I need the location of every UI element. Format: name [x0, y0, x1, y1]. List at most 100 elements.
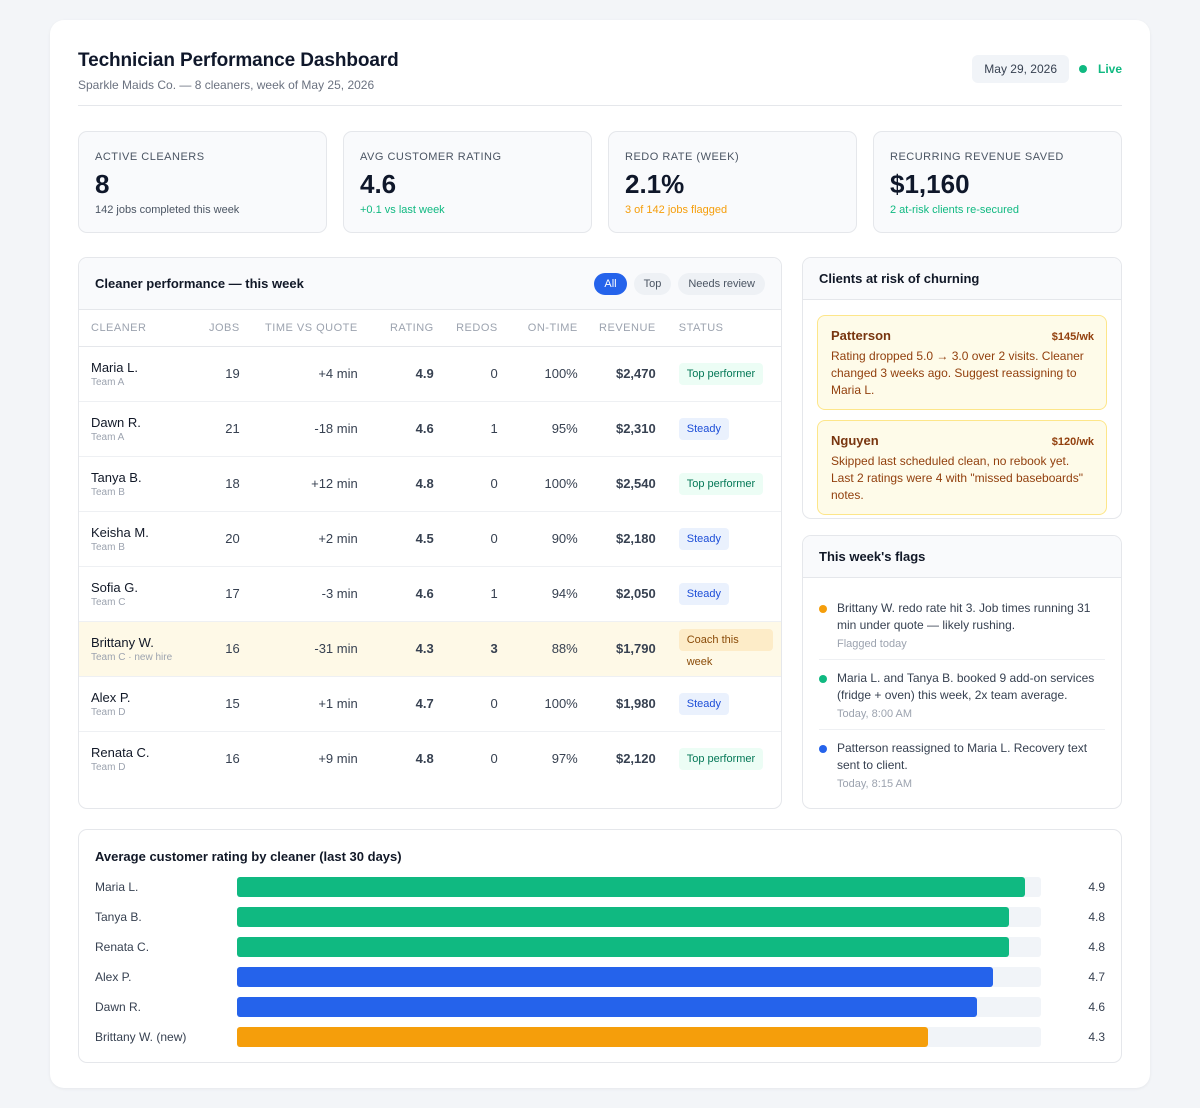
- flag-text: Maria L. and Tanya B. booked 9 add-on se…: [837, 671, 1095, 702]
- col-redos[interactable]: Redos: [441, 310, 506, 347]
- bar-row: Renata C. 4.8: [95, 937, 1105, 957]
- flag-info-dot-icon: [819, 745, 827, 753]
- flag-item[interactable]: Maria L. and Tanya B. booked 9 add-on se…: [819, 670, 1105, 720]
- col-cleaner[interactable]: Cleaner: [79, 310, 201, 347]
- kpi-avg-rating: Avg customer rating 4.6 +0.1 vs last wee…: [343, 131, 592, 233]
- bar-label: Tanya B.: [95, 910, 142, 924]
- bar-track: [237, 997, 1041, 1017]
- table-row[interactable]: Dawn R. Team A 21 -18 min 4.6 1 95% $2,31…: [79, 401, 781, 457]
- redos-cell: 1: [441, 566, 506, 622]
- filter-all[interactable]: All: [594, 272, 627, 295]
- date-pill[interactable]: May 29, 2026: [972, 55, 1069, 83]
- rating-cell: 4.3: [365, 621, 442, 677]
- redos-cell: 3: [441, 621, 506, 677]
- revenue-cell: $2,120: [615, 751, 656, 767]
- flag-divider: [819, 659, 1105, 660]
- cleaner-team: Team A: [91, 376, 125, 388]
- col-rating[interactable]: Rating: [365, 310, 442, 347]
- filter-needs-review[interactable]: Needs review: [678, 272, 765, 295]
- rating-cell: 4.8: [415, 751, 434, 767]
- risk-amount: $120/wk: [1051, 436, 1094, 448]
- flag-item[interactable]: Brittany W. redo rate hit 3. Job times r…: [819, 600, 1105, 650]
- ontime-cell: 95%: [505, 401, 586, 457]
- flag-text: Patterson reassigned to Maria L. Recover…: [837, 741, 1088, 772]
- jobs-cell: 21: [201, 401, 248, 457]
- rating-cell: 4.8: [365, 456, 442, 512]
- col-time-vs-quote[interactable]: Time vs quote: [247, 310, 366, 347]
- flags-header: This week's flags: [803, 536, 1121, 578]
- col-jobs[interactable]: Jobs: [201, 310, 248, 347]
- ontime-cell: 97%: [551, 751, 578, 767]
- bar[interactable]: [237, 907, 1009, 927]
- revenue-cell: $2,470: [585, 346, 664, 402]
- risk-card-patterson[interactable]: Patterson $145/wk Rating dropped 5.0 → 3…: [817, 315, 1107, 410]
- flag-item[interactable]: Patterson reassigned to Maria L. Recover…: [819, 740, 1105, 790]
- bar-value-label: 4.7: [1088, 970, 1105, 984]
- time-cell: +9 min: [318, 751, 358, 767]
- col-status[interactable]: Status: [663, 310, 781, 347]
- jobs-cell: 17: [201, 566, 248, 622]
- table-row[interactable]: Keisha M. Team B 20 +2 min 4.5 0 90% $2,1…: [79, 511, 781, 567]
- filter-top[interactable]: Top: [633, 272, 672, 295]
- table-row-highlighted[interactable]: Brittany W. Team C · new hire 16 -31 min …: [79, 621, 781, 677]
- cleaner-team: Team A: [91, 431, 125, 443]
- redos-cell: 0: [490, 751, 498, 767]
- table-row[interactable]: Sofia G. Team C 17 -3 min 4.6 1 94% $2,05…: [79, 566, 781, 622]
- kpi-revenue-saved: Recurring revenue saved $1,160 2 at-risk…: [873, 131, 1122, 233]
- jobs-cell: 20: [201, 511, 248, 567]
- bar-label: Alex P.: [95, 970, 132, 984]
- col-on-time[interactable]: On-time: [505, 310, 586, 347]
- bar[interactable]: [237, 937, 1009, 957]
- bar[interactable]: [237, 997, 977, 1017]
- bar[interactable]: [237, 967, 993, 987]
- performance-panel-header: Cleaner performance — this week All Top …: [79, 258, 781, 310]
- cleaner-team: Team D: [91, 706, 126, 718]
- ontime-cell: 100%: [505, 456, 586, 512]
- jobs-cell: 16: [201, 621, 248, 677]
- risk-card-nguyen[interactable]: Nguyen $120/wk Skipped last scheduled cl…: [817, 420, 1107, 515]
- col-revenue[interactable]: Revenue: [585, 310, 664, 347]
- table-row[interactable]: Renata C. Team D 16 +9 min 4.8 0 97% $2,1…: [79, 731, 781, 786]
- bar-row: Maria L. 4.9: [95, 877, 1105, 897]
- cleaner-name: Tanya B.: [91, 469, 142, 485]
- jobs-cell: 16: [225, 751, 240, 767]
- revenue-cell: $2,540: [585, 456, 664, 512]
- cleaner-team: Team C: [91, 596, 126, 608]
- kpi-label: Recurring revenue saved: [890, 151, 1064, 163]
- flag-text: Brittany W. redo rate hit 3. Job times r…: [837, 601, 1091, 632]
- bar-value-label: 4.8: [1088, 910, 1105, 924]
- bar-track: [237, 967, 1041, 987]
- ontime-cell: 100%: [505, 676, 586, 732]
- cleaner-name: Maria L.: [91, 359, 138, 375]
- rating-cell: 4.9: [365, 346, 442, 402]
- bar[interactable]: [237, 877, 1025, 897]
- table-row[interactable]: Maria L. Team A 19 +4 min 4.9 0 100% $2,4…: [79, 346, 781, 402]
- bar-value-label: 4.3: [1088, 1030, 1105, 1044]
- bar[interactable]: [237, 1027, 929, 1047]
- time-cell: +2 min: [247, 511, 366, 567]
- kpi-note: +0.1 vs last week: [360, 204, 445, 216]
- rating-cell: 4.7: [365, 676, 442, 732]
- page-header: Technician Performance Dashboard Sparkle…: [78, 50, 1122, 106]
- rating-cell: 4.6: [365, 401, 442, 457]
- page-title: Technician Performance Dashboard: [78, 50, 399, 71]
- flags-title: This week's flags: [819, 549, 926, 564]
- jobs-cell: 15: [201, 676, 248, 732]
- table-row[interactable]: Tanya B. Team B 18 +12 min 4.8 0 100% $2,…: [79, 456, 781, 512]
- redos-cell: 0: [441, 346, 506, 402]
- table-header-row: Cleaner Jobs Time vs quote Rating Redos …: [79, 310, 781, 347]
- page-subtitle: Sparkle Maids Co. — 8 cleaners, week of …: [78, 78, 375, 92]
- kpi-note: 3 of 142 jobs flagged: [625, 204, 728, 216]
- kpi-note: 142 jobs completed this week: [95, 204, 240, 216]
- flag-divider: [819, 729, 1105, 730]
- kpi-note: 2 at-risk clients re-secured: [890, 204, 1019, 216]
- bar-row: Tanya B. 4.8: [95, 907, 1105, 927]
- bar-track: [237, 1027, 1041, 1047]
- revenue-cell: $2,180: [585, 511, 664, 567]
- flag-warning-dot-icon: [819, 605, 827, 613]
- bar-track: [237, 907, 1041, 927]
- kpi-active-cleaners: Active cleaners 8 142 jobs completed thi…: [78, 131, 327, 233]
- table-row[interactable]: Alex P. Team D 15 +1 min 4.7 0 100% $1,98…: [79, 676, 781, 732]
- risk-description: Skipped last scheduled clean, no rebook …: [831, 454, 1083, 502]
- kpi-label: Active cleaners: [95, 151, 205, 163]
